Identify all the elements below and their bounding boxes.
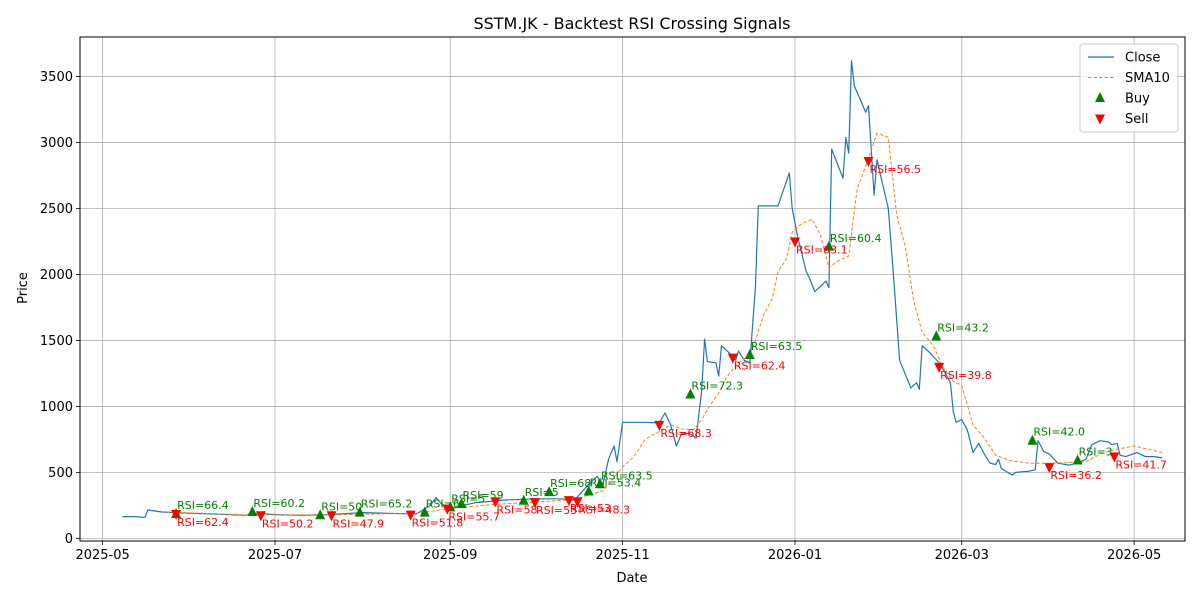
sell-signal-label: RSI=53	[570, 502, 611, 515]
sell-signal-marker	[1109, 452, 1120, 463]
buy-signal-marker	[595, 478, 605, 489]
buy-signal-marker	[744, 348, 755, 359]
y-tick-label: 2000	[40, 268, 73, 283]
buy-signal-marker	[823, 240, 834, 251]
y-tick-label: 3000	[40, 136, 73, 151]
sell-signal-label: RSI=39.8	[940, 369, 992, 382]
sell-signal-label: RSI=56.5	[869, 163, 921, 176]
y-tick-label: 0	[65, 532, 73, 547]
sell-signal-label: RSI=51.8	[412, 517, 464, 530]
buy-signal-marker	[247, 505, 258, 516]
legend-label: SMA10	[1125, 71, 1170, 86]
buy-signal-label: RSI=60.2	[253, 497, 305, 510]
sell-signal-marker	[790, 237, 800, 248]
buy-signal-label: RSI=3	[1079, 446, 1113, 459]
x-tick-label: 2025-07	[248, 548, 302, 563]
sell-signal-marker	[442, 504, 453, 515]
sell-signal-marker	[654, 420, 665, 431]
sell-signal-label: RSI=55.7	[448, 511, 500, 524]
sell-signal-label: RSI=48.3	[578, 503, 630, 516]
buy-signal-label: RSI=43.2	[937, 321, 989, 334]
sell-signal-marker	[727, 353, 738, 364]
sell-signal-label: RSI=50.2	[262, 517, 314, 530]
legend-label: Sell	[1125, 112, 1148, 127]
sell-signal-marker	[572, 497, 583, 508]
legend-label: Close	[1125, 51, 1160, 66]
sell-signal-marker	[863, 157, 874, 168]
sell-signal-marker	[1044, 463, 1055, 474]
buy-signal-label: RSI=63.5	[601, 469, 653, 482]
sell-signal-label: RSI=58	[496, 503, 537, 516]
buy-signal-marker	[419, 506, 430, 517]
sell-signal-marker	[255, 511, 266, 522]
buy-signal-marker	[1027, 434, 1038, 445]
buy-signal-marker	[315, 509, 326, 520]
sell-signal-marker	[326, 511, 337, 522]
x-tick-label: 2026-05	[1107, 548, 1161, 563]
buy-signal-label: RSI=50	[321, 500, 362, 513]
sell-signal-marker	[530, 498, 540, 509]
sell-signal-marker	[563, 496, 574, 507]
x-tick-label: 2026-01	[768, 548, 822, 563]
x-tick-label: 2025-09	[423, 548, 477, 563]
y-tick-label: 500	[48, 466, 73, 481]
sell-signal-marker	[405, 510, 416, 521]
y-tick-label: 1000	[40, 400, 73, 415]
sell-signal-label: RSI=41.7	[1115, 459, 1167, 472]
x-tick-label: 2026-03	[935, 548, 989, 563]
grid-layer	[80, 37, 1185, 541]
sell-signal-label: RSI=36.2	[1050, 469, 1102, 482]
sell-signal-label: RSI=62.4	[177, 516, 229, 529]
buy-signal-marker	[1072, 454, 1083, 465]
buy-signal-marker	[544, 486, 555, 497]
legend-swatch-buy	[1095, 92, 1105, 102]
y-tick-label: 3500	[40, 70, 73, 85]
buy-signal-marker	[456, 498, 467, 509]
buy-signal-label: RSI=65.2	[361, 498, 413, 511]
x-axis-label: Date	[616, 571, 647, 586]
x-tick-label: 2025-11	[595, 548, 649, 563]
sell-signal-label: RSI=47.9	[333, 517, 385, 530]
buy-signal-label: RSI=42.0	[1033, 426, 1085, 439]
buy-signal-label: RSI=66.4	[177, 499, 229, 512]
axis-layer: 2025-05 2025-07 2025-09 2025-11 2026-01 2026-…	[40, 70, 1161, 563]
buy-signal-marker	[931, 330, 942, 341]
legend-box	[1079, 43, 1179, 133]
sell-signal-marker	[490, 497, 501, 508]
buy-signal-label: RSI=72.3	[691, 380, 743, 393]
sell-signal-label: RSI=63.1	[796, 244, 848, 257]
sell-signal-marker	[934, 362, 945, 373]
chart-title: SSTM.JK - Backtest RSI Crossing Signals	[473, 14, 790, 33]
buy-signal-label: RSI=63.5	[751, 340, 803, 353]
legend: Close SMA10 Buy Sell	[1079, 43, 1179, 133]
buy-signal-label: RSI=68	[550, 477, 591, 490]
buy-signal-marker	[518, 494, 529, 505]
y-tick-label: 2500	[40, 202, 73, 217]
legend-label: Buy	[1125, 92, 1150, 107]
sell-signal-label: RSI=53	[536, 504, 577, 517]
sell-signal-label: RSI=62.4	[734, 360, 786, 373]
sell-signal-label: RSI=68.3	[660, 427, 712, 440]
legend-swatch-sell	[1095, 114, 1105, 125]
plot-frame	[79, 36, 1186, 542]
x-tick-label: 2025-05	[75, 548, 129, 563]
sell-signal-marker	[171, 509, 182, 520]
y-tick-label: 1500	[40, 334, 73, 349]
buy-signal-label: RSI=60.4	[830, 232, 882, 245]
buy-signal-marker	[583, 485, 594, 496]
buy-signal-marker	[685, 388, 696, 399]
buy-signal-marker	[354, 506, 365, 517]
y-axis-label: Price	[16, 272, 31, 304]
